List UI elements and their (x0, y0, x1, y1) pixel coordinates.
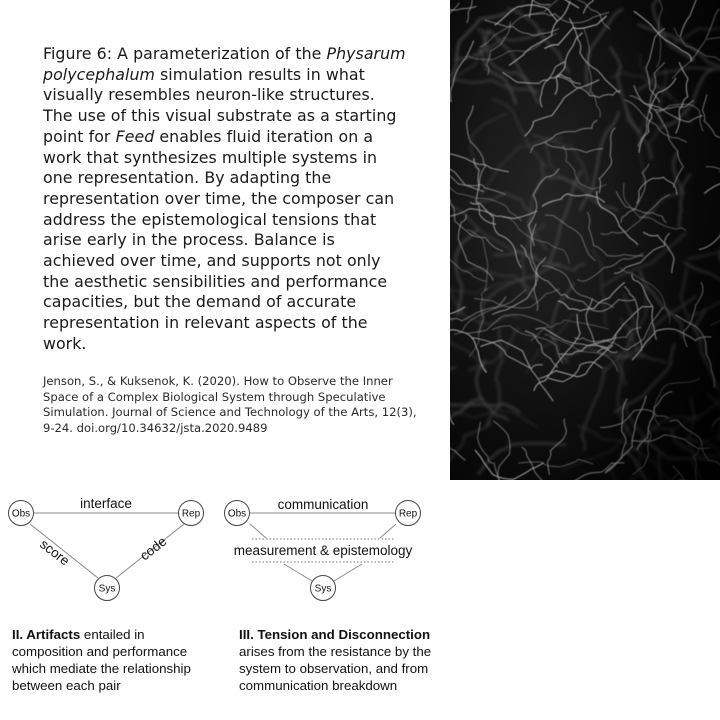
edge-label-communication: communication (278, 497, 369, 512)
caption-species: Physarum polycephalum (43, 44, 411, 84)
node-rep: Rep (178, 500, 204, 526)
caption-work-title: Feed (115, 126, 155, 146)
artifacts-diagram: Obs Rep Sys interface score code (0, 488, 215, 608)
artifacts-heading: II. Artifacts (12, 627, 81, 642)
tension-diagram: Obs Rep Sys communication measurement & … (218, 488, 428, 608)
citation: Jenson, S., & Kuksenok, K. (2020). How t… (43, 374, 417, 435)
node-sys: Sys (94, 575, 120, 601)
figure-caption: Figure 6: A parameterization of the Phys… (43, 44, 408, 355)
edge-label-measurement: measurement & epistemology (234, 543, 413, 558)
edge-sys-left (283, 563, 313, 582)
artifacts-text: entailed in composition and performance … (12, 627, 191, 693)
svg-text:Sys: Sys (315, 584, 332, 595)
svg-text:Rep: Rep (182, 509, 201, 520)
edge-rep-upper (379, 523, 397, 539)
svg-text:Obs: Obs (12, 509, 30, 520)
edge-sys-right (333, 563, 363, 582)
edge-score (29, 523, 99, 579)
node-obs: Obs (8, 500, 34, 526)
tension-text: arises from the resistance by the system… (239, 644, 432, 693)
artifacts-description: II. Artifacts entailed in composition an… (12, 626, 212, 694)
caption-rest: enables fluid iteration on a work that s… (43, 126, 400, 353)
node-obs: Obs (224, 500, 250, 526)
svg-text:Obs: Obs (228, 509, 246, 520)
edge-label-score: score (37, 536, 72, 568)
edge-code (115, 523, 185, 579)
edge-label-interface: interface (80, 496, 132, 511)
tension-description: III. Tension and Disconnection arises fro… (239, 626, 464, 694)
node-sys: Sys (310, 575, 336, 601)
svg-text:Rep: Rep (399, 509, 418, 520)
edge-label-code: code (137, 534, 169, 564)
edge-obs-upper (249, 523, 267, 539)
neuron-structure-image (450, 0, 720, 480)
tension-heading: III. Tension and Disconnection (239, 627, 431, 642)
caption-middle: simulation results in what visually rese… (43, 64, 402, 146)
svg-text:Sys: Sys (99, 584, 116, 595)
caption-prefix: Figure 6: A parameterization of the (43, 44, 327, 63)
node-rep: Rep (395, 500, 421, 526)
